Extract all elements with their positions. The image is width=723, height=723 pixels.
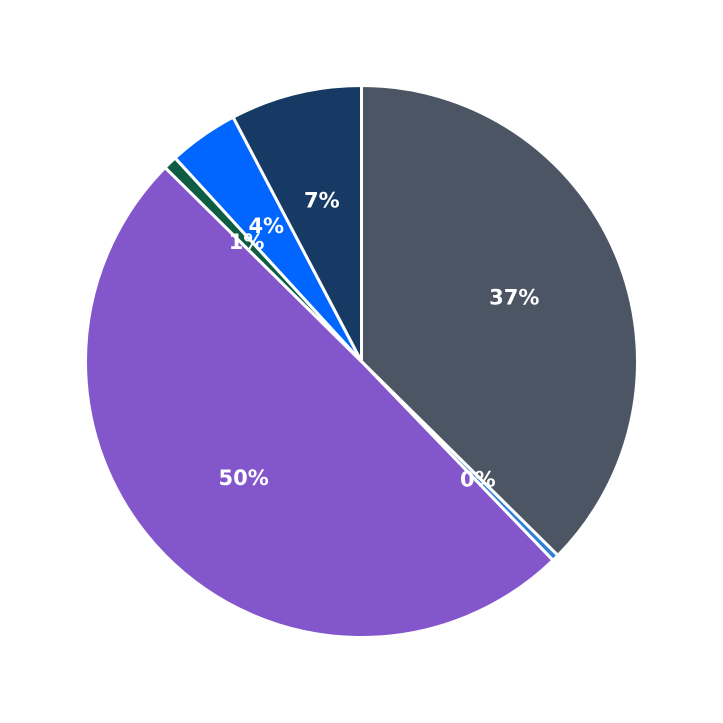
- pie-slices: [84, 84, 639, 639]
- pie-slice-label-1: 0%: [460, 467, 496, 491]
- pie-slice-0: [360, 84, 639, 557]
- pie-slice-label-5: 7%: [304, 189, 340, 213]
- pie-slice-label-3: 1%: [229, 230, 265, 254]
- pie-slice-label-4: 4%: [248, 214, 284, 238]
- pie-slice-label-2: 50%: [219, 466, 269, 490]
- pie-slice-5: [231, 84, 363, 363]
- pie-slice-2: [84, 166, 555, 639]
- pie-slice-label-0: 37%: [489, 286, 539, 310]
- pie-labels: 37% 0% 50% 1%4% 7%: [219, 189, 540, 492]
